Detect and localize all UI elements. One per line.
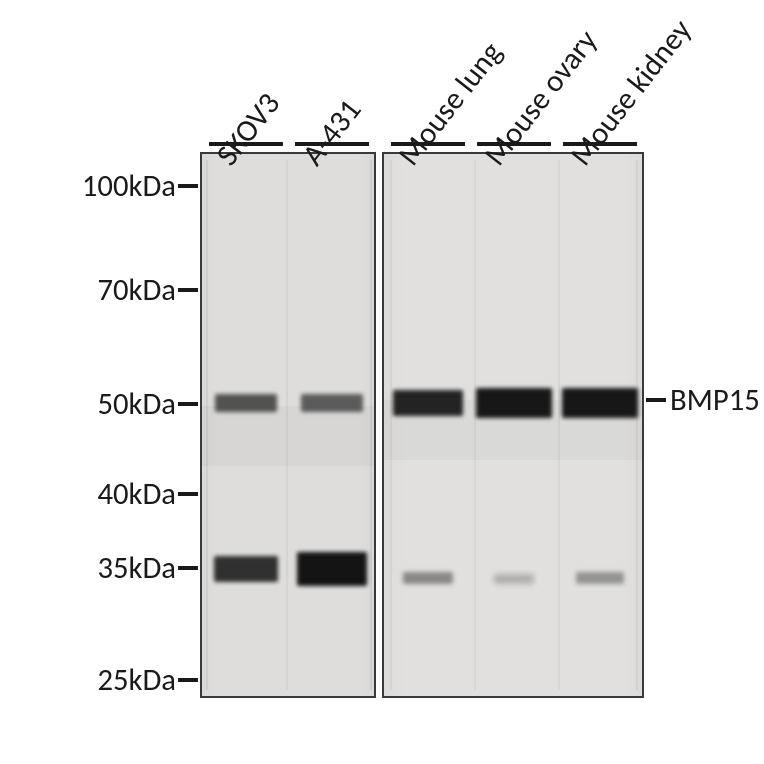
band bbox=[301, 394, 363, 412]
mw-label: 50kDa bbox=[0, 386, 176, 423]
mw-label: 40kDa bbox=[0, 476, 176, 513]
mw-tick bbox=[178, 492, 198, 496]
band bbox=[393, 390, 463, 416]
mw-tick bbox=[178, 678, 198, 682]
band bbox=[214, 556, 278, 582]
mw-label: 70kDa bbox=[0, 272, 176, 309]
mw-label: 25kDa bbox=[0, 662, 176, 699]
band bbox=[476, 388, 552, 418]
band bbox=[494, 574, 534, 584]
membrane-noise bbox=[202, 406, 374, 466]
band bbox=[576, 572, 624, 584]
mw-tick bbox=[178, 184, 198, 188]
western-blot-figure: SKOV3A-431Mouse lungMouse ovaryMouse kid… bbox=[0, 0, 764, 764]
mw-label: 35kDa bbox=[0, 550, 176, 587]
mw-tick bbox=[178, 566, 198, 570]
mw-tick bbox=[178, 402, 198, 406]
protein-label: BMP15 bbox=[670, 382, 760, 419]
band bbox=[215, 394, 277, 412]
mw-tick bbox=[178, 288, 198, 292]
mw-label: 100kDa bbox=[0, 168, 176, 205]
band bbox=[562, 388, 638, 418]
band bbox=[297, 552, 367, 586]
protein-tick bbox=[646, 398, 666, 402]
band bbox=[403, 572, 453, 584]
